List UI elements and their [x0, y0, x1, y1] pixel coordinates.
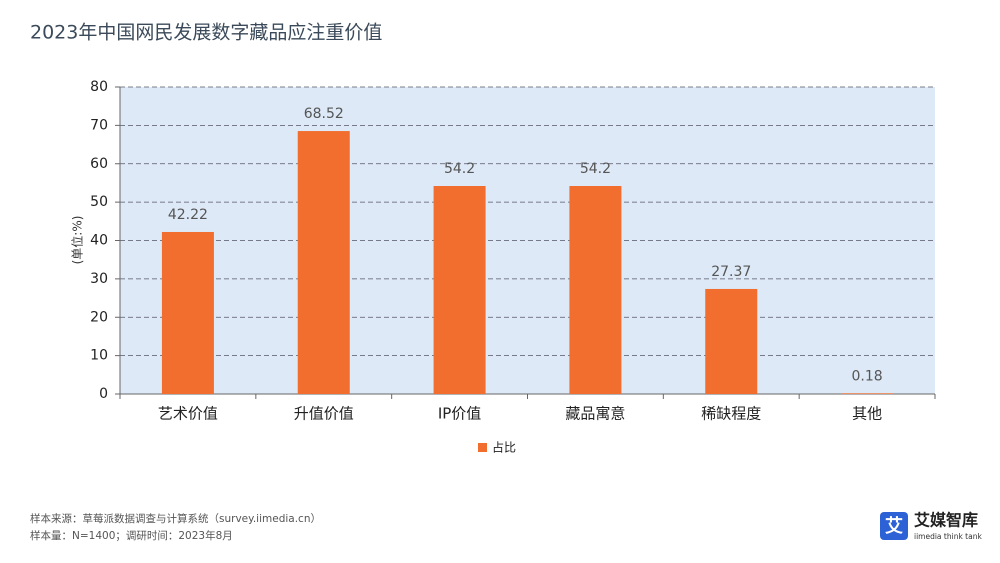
- y-tick-label: 20: [90, 309, 108, 325]
- x-tick-label: 其他: [852, 405, 882, 423]
- x-tick-label: 藏品寓意: [565, 405, 625, 423]
- y-tick-label: 70: [90, 117, 108, 133]
- bar: [569, 186, 622, 394]
- y-tick-label: 80: [90, 79, 108, 95]
- y-tick-label: 30: [90, 271, 108, 287]
- y-tick-label: 50: [90, 194, 108, 210]
- logo-name: 艾媒智库: [914, 511, 978, 530]
- x-tick-label: IP价值: [438, 405, 481, 423]
- x-tick-label: 升值价值: [294, 405, 354, 423]
- y-tick-label: 40: [90, 233, 108, 249]
- x-tick-label: 艺术价值: [158, 405, 218, 423]
- data-label: 42.22: [168, 207, 208, 223]
- data-label: 27.37: [711, 264, 751, 280]
- legend-label: 占比: [492, 440, 516, 455]
- bar: [297, 131, 350, 394]
- logo-tagline: iimedia think tank: [914, 532, 982, 541]
- legend-swatch: [478, 443, 487, 452]
- data-label: 54.2: [444, 161, 475, 177]
- footnote: 样本来源：草莓派数据调查与计算系统（survey.iimedia.cn）: [30, 512, 321, 525]
- bar: [161, 231, 214, 394]
- logo-icon-box: [880, 512, 908, 540]
- bar: [433, 186, 486, 394]
- data-label: 0.18: [851, 368, 882, 384]
- y-tick-label: 10: [90, 348, 108, 364]
- footnote: 样本量：N=1400；调研时间：2023年8月: [30, 529, 233, 542]
- x-tick-label: 稀缺程度: [701, 405, 761, 423]
- bar: [705, 288, 758, 394]
- y-axis-label: (单位:%): [70, 216, 85, 265]
- y-tick-label: 60: [90, 156, 108, 172]
- chart-title: 2023年中国网民发展数字藏品应注重价值: [30, 22, 382, 44]
- data-label: 54.2: [580, 161, 611, 177]
- logo-icon: 艾: [885, 515, 903, 537]
- bar: [841, 393, 894, 394]
- y-tick-label: 0: [99, 386, 108, 402]
- data-label: 68.52: [304, 106, 344, 122]
- plot-area: [120, 87, 935, 394]
